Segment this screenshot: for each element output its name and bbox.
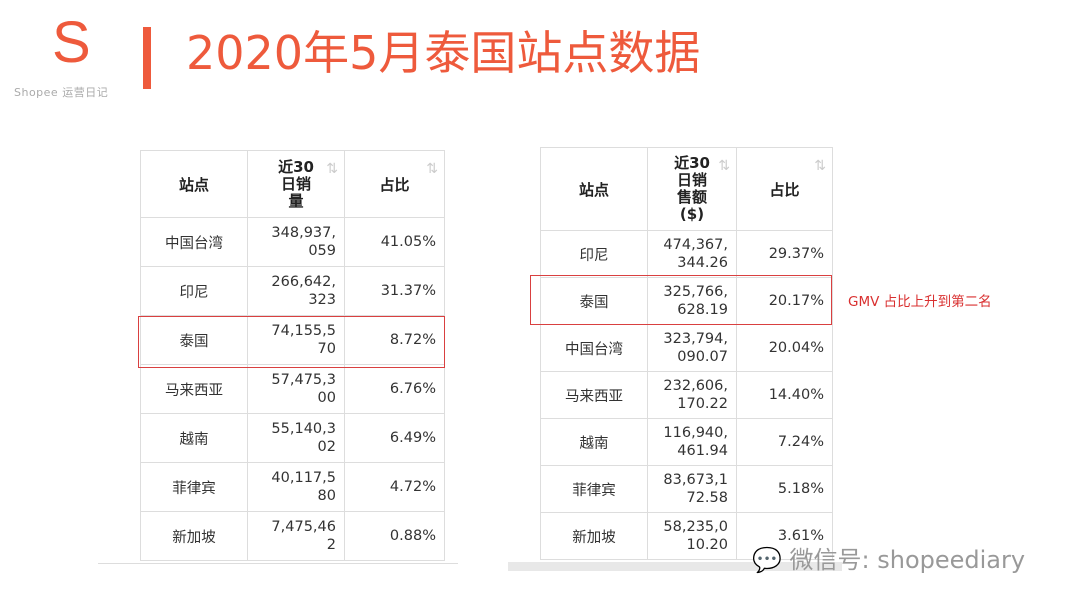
table-row: 越南 116,940, 461.94 7.24% <box>540 418 833 466</box>
header-gmv[interactable]: 近30 日销 售额 ($) ⇅ <box>647 147 737 231</box>
header-sales[interactable]: 近30 日销 量 ⇅ <box>247 150 345 218</box>
share-cell: 29.37% <box>736 230 833 278</box>
site-cell: 中国台湾 <box>540 324 648 372</box>
header-share[interactable]: 占比 ⇅ <box>344 150 445 218</box>
watermark: 💬 微信号: shopeediary <box>752 540 1025 575</box>
wechat-icon: 💬 <box>752 546 782 574</box>
site-cell: 印尼 <box>540 230 648 278</box>
header-site: 站点 <box>540 147 648 231</box>
site-cell: 印尼 <box>140 266 248 316</box>
site-cell: 马来西亚 <box>140 364 248 414</box>
value-cell: 474,367, 344.26 <box>647 230 737 278</box>
share-cell: 20.17% <box>736 277 833 325</box>
page-title: 2020年5月泰国站点数据 <box>186 26 701 80</box>
value-cell: 116,940, 461.94 <box>647 418 737 466</box>
value-cell: 83,673,1 72.58 <box>647 465 737 513</box>
logo-letter: S <box>52 10 91 75</box>
table-row: 马来西亚 232,606, 170.22 14.40% <box>540 371 833 419</box>
value-cell: 57,475,3 00 <box>247 364 345 414</box>
title-divider <box>143 27 151 89</box>
share-cell: 4.72% <box>344 462 445 512</box>
share-cell: 5.18% <box>736 465 833 513</box>
value-cell: 74,155,5 70 <box>247 315 345 365</box>
header-share[interactable]: 占比 ⇅ <box>736 147 833 231</box>
table-row: 泰国 325,766, 628.19 20.17% <box>540 277 833 325</box>
share-cell: 6.49% <box>344 413 445 463</box>
table-row: 中国台湾 323,794, 090.07 20.04% <box>540 324 833 372</box>
site-cell: 菲律宾 <box>540 465 648 513</box>
sort-icon[interactable]: ⇅ <box>426 161 438 177</box>
header-site: 站点 <box>140 150 248 218</box>
share-cell: 0.88% <box>344 511 445 561</box>
share-cell: 20.04% <box>736 324 833 372</box>
table-row: 菲律宾 40,117,5 80 4.72% <box>140 462 445 512</box>
table-row: 越南 55,140,3 02 6.49% <box>140 413 445 463</box>
share-cell: 3.61% <box>736 512 833 560</box>
value-cell: 232,606, 170.22 <box>647 371 737 419</box>
site-cell: 越南 <box>140 413 248 463</box>
share-cell: 41.05% <box>344 217 445 267</box>
value-cell: 7,475,46 2 <box>247 511 345 561</box>
value-cell: 40,117,5 80 <box>247 462 345 512</box>
annotation: GMV 占比上升到第二名 <box>848 294 992 310</box>
value-cell: 266,642, 323 <box>247 266 345 316</box>
site-cell: 新加坡 <box>140 511 248 561</box>
table-row: 印尼 266,642, 323 31.37% <box>140 266 445 316</box>
value-cell: 58,235,0 10.20 <box>647 512 737 560</box>
table-row: 印尼 474,367, 344.26 29.37% <box>540 230 833 278</box>
right-gmv-table: 站点 近30 日销 售额 ($) ⇅ 占比 ⇅ 印尼 474,367, 344.26 2… <box>540 147 833 560</box>
site-cell: 马来西亚 <box>540 371 648 419</box>
sort-icon[interactable]: ⇅ <box>718 158 730 174</box>
sort-icon[interactable]: ⇅ <box>326 161 338 177</box>
site-cell: 越南 <box>540 418 648 466</box>
share-cell: 31.37% <box>344 266 445 316</box>
table-row: 新加坡 7,475,46 2 0.88% <box>140 511 445 561</box>
left-sales-table: 站点 近30 日销 量 ⇅ 占比 ⇅ 中国台湾 348,937, 059 41.05% 印… <box>140 150 445 561</box>
header-sales-label: 近30 日销 量 <box>278 157 314 210</box>
sort-icon[interactable]: ⇅ <box>814 158 826 174</box>
table-row: 新加坡 58,235,0 10.20 3.61% <box>540 512 833 560</box>
site-cell: 菲律宾 <box>140 462 248 512</box>
table-row: 中国台湾 348,937, 059 41.05% <box>140 217 445 267</box>
header-share-label: 占比 <box>379 175 410 194</box>
share-cell: 6.76% <box>344 364 445 414</box>
header-gmv-label: 近30 日销 售额 ($) <box>674 154 710 223</box>
value-cell: 55,140,3 02 <box>247 413 345 463</box>
table-row: 马来西亚 57,475,3 00 6.76% <box>140 364 445 414</box>
logo-subtitle: Shopee 运营日记 <box>14 86 109 99</box>
share-cell: 8.72% <box>344 315 445 365</box>
site-cell: 中国台湾 <box>140 217 248 267</box>
value-cell: 348,937, 059 <box>247 217 345 267</box>
table-row: 泰国 74,155,5 70 8.72% <box>140 315 445 365</box>
header-share-label: 占比 <box>769 180 800 199</box>
share-cell: 14.40% <box>736 371 833 419</box>
highlight-box <box>530 275 832 325</box>
share-cell: 7.24% <box>736 418 833 466</box>
highlight-box <box>138 316 445 368</box>
site-cell: 新加坡 <box>540 512 648 560</box>
divider <box>98 563 458 564</box>
table-row: 菲律宾 83,673,1 72.58 5.18% <box>540 465 833 513</box>
value-cell: 323,794, 090.07 <box>647 324 737 372</box>
divider <box>508 562 842 571</box>
watermark-text: 微信号: shopeediary <box>789 546 1026 574</box>
